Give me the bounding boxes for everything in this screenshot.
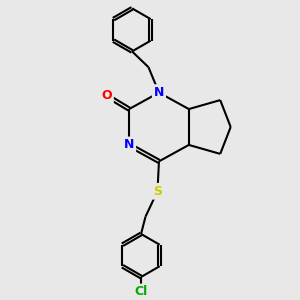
Text: N: N — [154, 86, 164, 99]
Text: O: O — [101, 89, 112, 102]
Text: N: N — [124, 138, 134, 152]
Text: S: S — [153, 185, 162, 198]
Text: Cl: Cl — [134, 285, 148, 298]
